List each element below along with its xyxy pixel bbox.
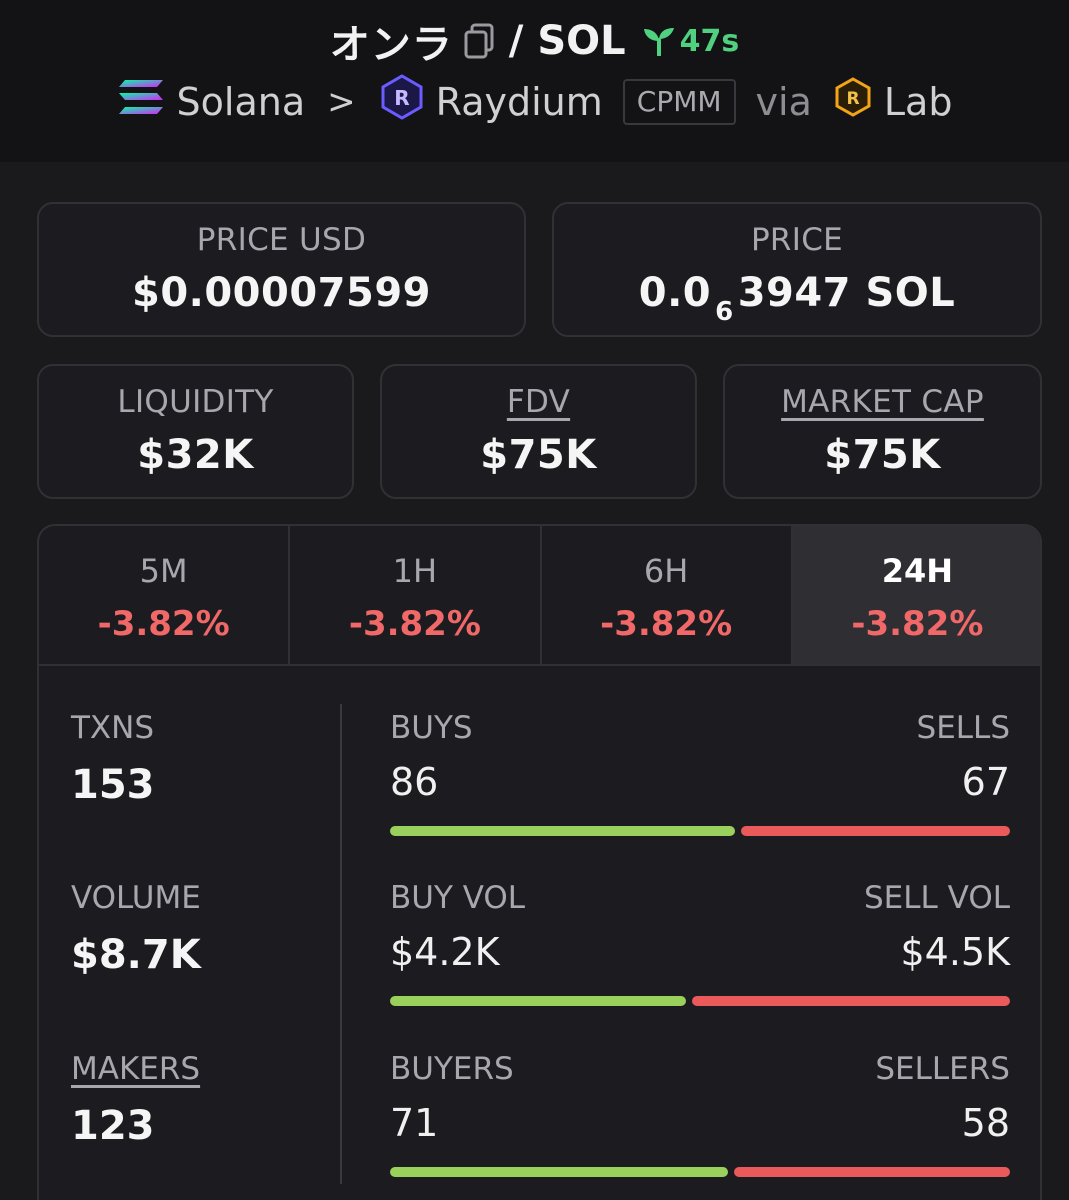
sellers-bar	[734, 1167, 1010, 1177]
price-zero-count: 6	[715, 297, 734, 327]
liquidity-label: LIQUIDITY	[117, 384, 274, 420]
pair-route: Solana > R Raydium CPMM via R Lab	[0, 74, 1069, 129]
fdv-card[interactable]: FDV $75K	[380, 364, 697, 499]
market-cap-value: $75K	[824, 432, 941, 478]
buy-vol-label: BUY VOL	[390, 880, 526, 916]
pair-separator: /	[508, 18, 524, 64]
price-label: PRICE	[750, 222, 844, 258]
buyers-label: BUYERS	[390, 1051, 514, 1087]
price-usd-label: PRICE USD	[196, 222, 367, 258]
sells-value: 67	[961, 760, 1010, 804]
makers-stat[interactable]: MAKERS 123	[71, 1051, 200, 1149]
launchpad-link[interactable]: Lab	[883, 79, 953, 124]
txns-label: TXNS	[71, 710, 155, 746]
makers-label[interactable]: MAKERS	[71, 1051, 201, 1087]
buyers-bar	[390, 1167, 728, 1177]
volume-split-row: BUY VOL SELL VOL $4.2K $4.5K	[390, 880, 1010, 1006]
svg-text:R: R	[846, 89, 859, 109]
pair-title: オンラ / SOL 47s	[0, 12, 1069, 70]
sells-label: SELLS	[916, 710, 1010, 746]
volume-stat: VOLUME $8.7K	[71, 880, 201, 978]
pool-type-badge: CPMM	[622, 78, 736, 125]
stats-panel: 5M -3.82% 1H -3.82% 6H -3.82% 24H -3.82%…	[37, 524, 1042, 1200]
makers-value: 123	[71, 1103, 155, 1149]
chain-link[interactable]: Solana	[176, 79, 306, 124]
price-native-card: PRICE 0.0 6 3947 SOL	[552, 202, 1042, 337]
tab-label: 6H	[643, 552, 689, 590]
tab-label: 24H	[881, 552, 954, 590]
price-prefix: 0.0	[638, 270, 712, 316]
traders-ratio-bar	[390, 1167, 1010, 1177]
market-cap-label[interactable]: MARKET CAP	[781, 384, 984, 420]
tab-5m[interactable]: 5M -3.82%	[39, 526, 291, 664]
tab-24h[interactable]: 24H -3.82%	[792, 526, 1040, 664]
buys-value: 86	[390, 760, 439, 804]
sell-vol-value: $4.5K	[900, 930, 1010, 974]
buyers-value: 71	[390, 1101, 439, 1145]
volume-ratio-bar	[390, 996, 1010, 1006]
buys-label: BUYS	[390, 710, 473, 746]
market-cap-card[interactable]: MARKET CAP $75K	[723, 364, 1042, 499]
chevron-right-icon: >	[327, 81, 356, 122]
volume-label: VOLUME	[71, 880, 201, 916]
buy-vol-bar	[390, 996, 687, 1006]
tab-1h[interactable]: 1H -3.82%	[290, 526, 542, 664]
lab-icon: R	[834, 77, 872, 126]
fdv-label[interactable]: FDV	[506, 384, 571, 420]
svg-text:R: R	[394, 86, 409, 110]
price-change: -3.82%	[348, 604, 481, 644]
age-value: 47s	[679, 23, 740, 59]
tab-6h[interactable]: 6H -3.82%	[542, 526, 793, 664]
column-divider	[340, 704, 342, 1184]
price-usd-card: PRICE USD $0.00007599	[37, 202, 526, 337]
solana-icon	[117, 78, 165, 125]
liquidity-card: LIQUIDITY $32K	[37, 364, 354, 499]
traders-row: BUYERS SELLERS 71 58	[390, 1051, 1010, 1177]
buys-sells-row: BUYS SELLS 86 67	[390, 710, 1010, 836]
sprout-icon	[643, 28, 674, 56]
tab-label: 1H	[392, 552, 438, 590]
quote-token: SOL	[537, 18, 626, 64]
pair-age: 47s	[642, 23, 740, 59]
sell-vol-bar	[692, 996, 1010, 1006]
price-change: -3.82%	[851, 604, 984, 644]
token-name: オンラ	[329, 22, 453, 68]
price-change: -3.82%	[97, 604, 230, 644]
pair-header: オンラ / SOL 47s	[0, 0, 1069, 162]
tab-label: 5M	[139, 552, 188, 590]
price-unit: SOL	[865, 270, 956, 316]
txns-stat: TXNS 153	[71, 710, 155, 808]
price-usd-value: $0.00007599	[131, 270, 431, 316]
price-change: -3.82%	[600, 604, 733, 644]
price-native-value: 0.0 6 3947 SOL	[554, 270, 1040, 327]
sellers-label: SELLERS	[875, 1051, 1010, 1087]
fdv-value: $75K	[480, 432, 597, 478]
buy-vol-value: $4.2K	[390, 930, 500, 974]
raydium-icon: R	[380, 74, 424, 129]
sell-vol-label: SELL VOL	[864, 880, 1010, 916]
buy-bar	[390, 826, 736, 836]
txns-value: 153	[71, 762, 155, 808]
timeframe-tabs: 5M -3.82% 1H -3.82% 6H -3.82% 24H -3.82%	[39, 526, 1040, 666]
buy-sell-ratio-bar	[390, 826, 1010, 836]
sell-bar	[741, 826, 1010, 836]
liquidity-value: $32K	[137, 432, 254, 478]
dex-link[interactable]: Raydium	[435, 79, 603, 124]
sellers-value: 58	[961, 1101, 1010, 1145]
price-digits: 3947	[737, 270, 852, 316]
volume-value: $8.7K	[71, 932, 201, 978]
copy-icon[interactable]	[463, 22, 495, 60]
via-label: via	[755, 79, 812, 124]
